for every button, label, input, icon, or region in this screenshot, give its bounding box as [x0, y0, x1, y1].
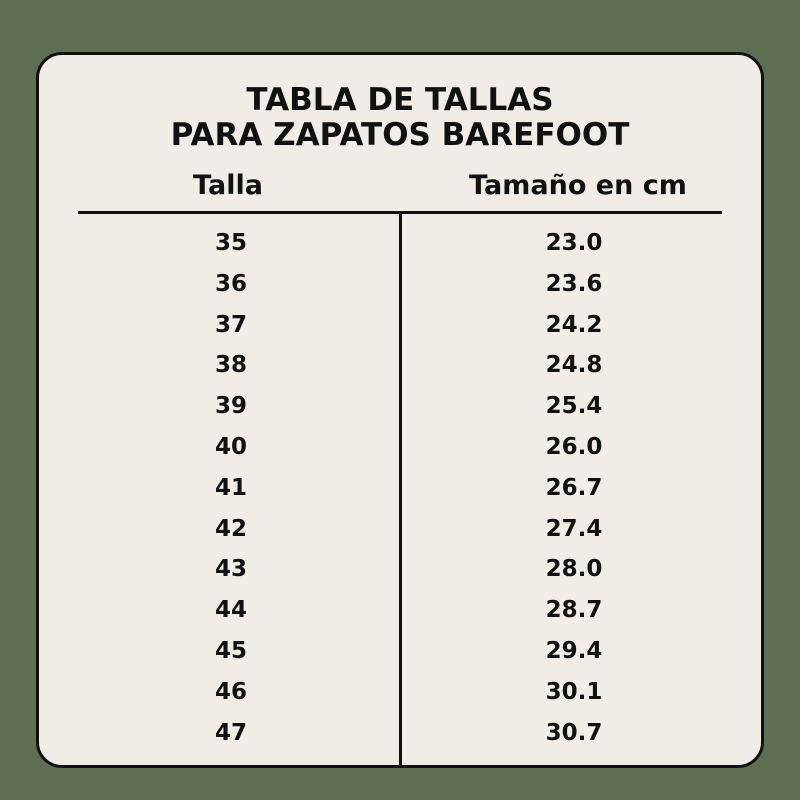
size-cell: 43: [214, 556, 248, 583]
cm-cell: 24.8: [545, 352, 603, 379]
cm-cell: 30.7: [545, 719, 603, 746]
size-cell: 35: [214, 230, 248, 256]
size-cell: 44: [214, 597, 248, 624]
cm-cell: 23.6: [545, 270, 603, 297]
cm-cell: 28.0: [545, 556, 603, 583]
size-cell: 42: [214, 515, 248, 542]
title-line-1: TABLA DE TALLAS: [246, 82, 554, 118]
cm-cell: 25.4: [545, 393, 603, 420]
cm-cell: 27.4: [545, 515, 603, 542]
column-header-cm: Tamaño en cm: [469, 170, 687, 201]
cm-cell: 29.4: [545, 638, 603, 664]
cm-cell: 26.0: [545, 434, 603, 460]
size-cell: 40: [214, 434, 248, 460]
size-cell: 46: [214, 678, 248, 705]
title-line-2: PARA ZAPATOS BAREFOOT: [170, 117, 630, 153]
size-cell: 38: [214, 352, 248, 379]
cm-cell: 26.7: [545, 474, 603, 501]
size-cell: 39: [214, 393, 248, 420]
size-cell: 36: [214, 270, 248, 297]
cm-cell: 24.2: [545, 311, 603, 338]
cm-cell: 30.1: [545, 678, 603, 705]
cm-cell: 23.0: [545, 230, 603, 256]
size-cell: 41: [214, 474, 248, 501]
column-header-size: Talla: [193, 170, 263, 201]
cm-cell: 28.7: [545, 597, 603, 624]
size-cell: 47: [214, 719, 248, 746]
size-cell: 45: [214, 638, 248, 664]
size-cell: 37: [214, 311, 248, 338]
column-divider: [399, 212, 402, 765]
